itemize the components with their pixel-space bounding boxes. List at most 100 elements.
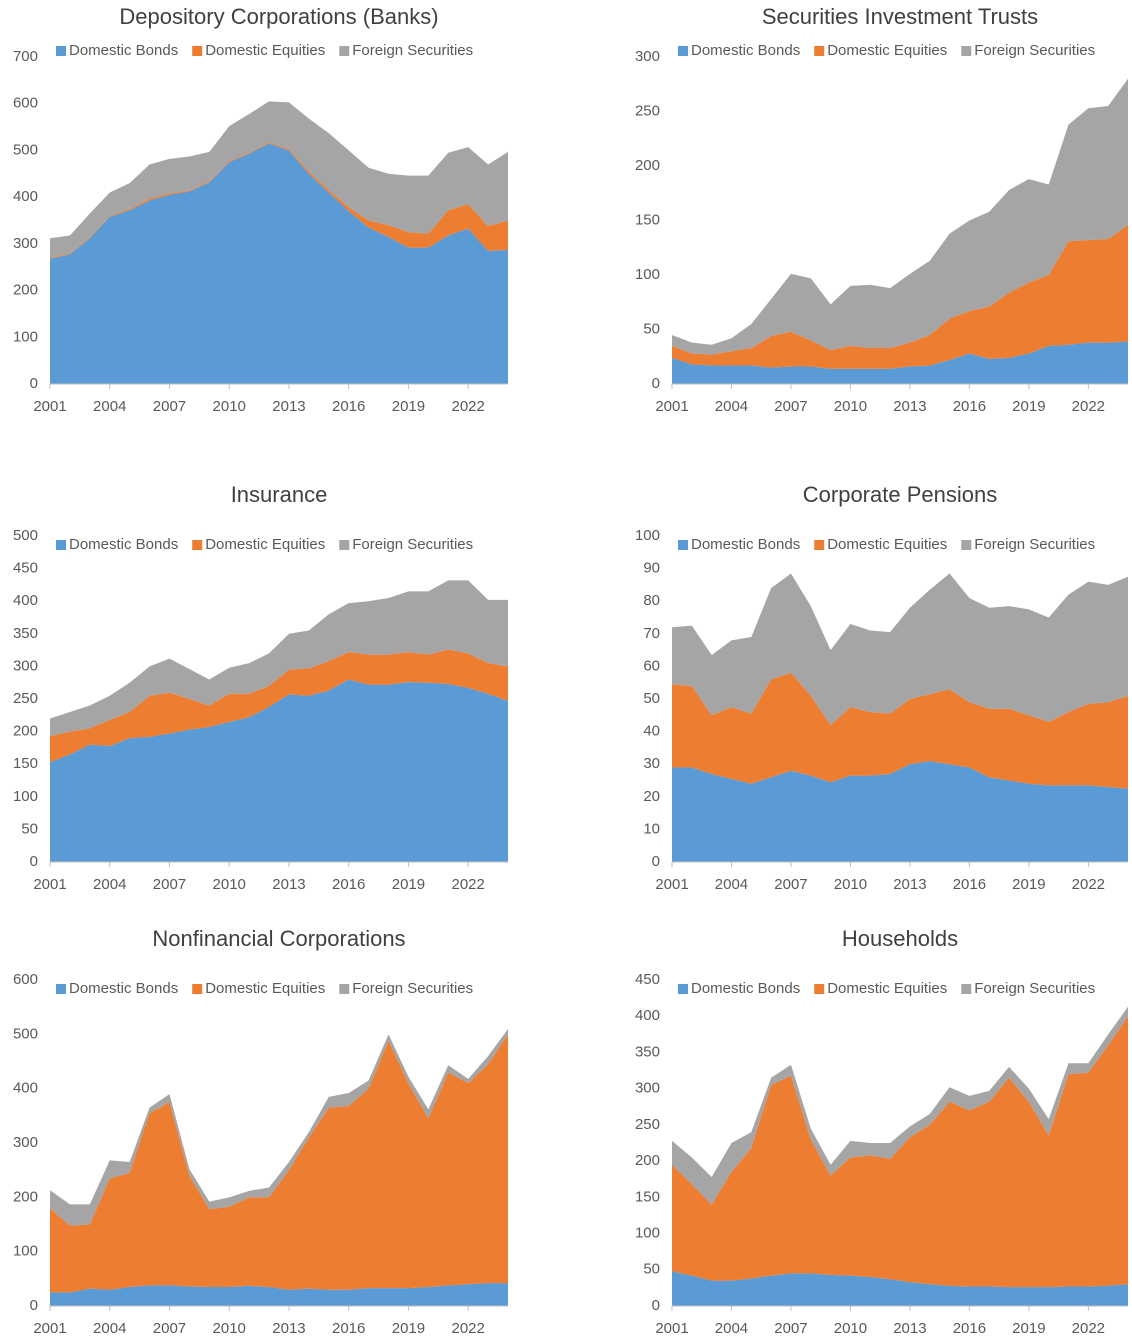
area xyxy=(50,101,508,258)
y-tick-label: 100 xyxy=(13,328,38,345)
area xyxy=(50,649,508,763)
legend-swatch xyxy=(678,46,688,56)
y-tick-label: 50 xyxy=(21,820,38,837)
y-tick-label: 0 xyxy=(30,1297,38,1314)
area xyxy=(50,679,508,862)
x-tick-label: 2001 xyxy=(655,876,688,893)
x-tick-label: 2019 xyxy=(1012,876,1045,893)
legend-swatch xyxy=(814,984,825,994)
legend-label: Foreign Securities xyxy=(352,536,473,553)
x-tick-label: 2004 xyxy=(93,876,126,893)
x-tick-label: 2019 xyxy=(392,1320,425,1337)
x-tick-label: 2001 xyxy=(655,1320,688,1337)
y-tick-label: 90 xyxy=(643,560,660,577)
y-tick-label: 100 xyxy=(635,266,660,283)
legend-label: Foreign Securities xyxy=(974,536,1095,553)
y-tick-label: 200 xyxy=(13,282,38,299)
y-tick-label: 150 xyxy=(635,211,660,228)
x-tick-label: 2022 xyxy=(1072,398,1105,415)
x-tick-label: 2019 xyxy=(392,398,425,415)
legend-label: Foreign Securities xyxy=(352,42,473,59)
area xyxy=(50,142,508,259)
legend-swatch xyxy=(814,46,825,56)
y-tick-label: 300 xyxy=(13,1134,38,1151)
y-tick-label: 250 xyxy=(635,102,660,119)
x-tick-label: 2022 xyxy=(1072,1320,1105,1337)
chart-panel: Households 0 50 100 150 200 250 300 350 400 450 200… xyxy=(635,926,1128,1337)
area xyxy=(672,573,1128,726)
y-tick-label: 100 xyxy=(635,1225,660,1242)
y-tick-label: 300 xyxy=(13,235,38,252)
legend-label: Domestic Bonds xyxy=(691,980,800,997)
x-tick-label: 2001 xyxy=(33,398,66,415)
y-tick-label: 50 xyxy=(643,690,660,707)
legend-swatch xyxy=(192,540,203,550)
area xyxy=(672,672,1128,789)
legend-label: Domestic Equities xyxy=(205,42,325,59)
y-tick-label: 70 xyxy=(643,625,660,642)
legend-swatch xyxy=(56,984,66,994)
y-tick-label: 100 xyxy=(13,788,38,805)
area xyxy=(50,580,508,737)
y-tick-label: 600 xyxy=(13,971,38,988)
x-tick-label: 2007 xyxy=(774,398,807,415)
legend-label: Domestic Bonds xyxy=(691,42,800,59)
area xyxy=(672,1271,1128,1306)
legend-label: Foreign Securities xyxy=(974,980,1095,997)
y-tick-label: 0 xyxy=(652,1297,660,1314)
x-tick-label: 2004 xyxy=(715,398,748,415)
y-tick-label: 250 xyxy=(13,690,38,707)
y-tick-label: 100 xyxy=(13,1243,38,1260)
y-tick-label: 20 xyxy=(643,788,660,805)
chart-title: Insurance xyxy=(231,482,328,507)
x-tick-label: 2001 xyxy=(655,398,688,415)
area xyxy=(50,1283,508,1306)
y-tick-label: 200 xyxy=(13,1188,38,1205)
x-tick-label: 2013 xyxy=(893,876,926,893)
x-tick-label: 2010 xyxy=(834,1320,867,1337)
x-tick-label: 2007 xyxy=(153,398,186,415)
y-tick-label: 80 xyxy=(643,592,660,609)
y-tick-label: 350 xyxy=(13,625,38,642)
area xyxy=(672,341,1128,384)
x-tick-label: 2007 xyxy=(774,876,807,893)
legend-swatch xyxy=(192,984,203,994)
x-tick-label: 2007 xyxy=(153,1320,186,1337)
x-tick-label: 2022 xyxy=(451,398,484,415)
legend-swatch xyxy=(961,46,972,56)
y-tick-label: 200 xyxy=(635,157,660,174)
y-tick-label: 400 xyxy=(13,592,38,609)
chart-panel: Nonfinancial Corporations 0 100 200 300 400 50… xyxy=(13,926,508,1337)
chart-panel: Securities Investment Trusts 0 50 100 150 200… xyxy=(635,4,1128,415)
x-tick-label: 2010 xyxy=(213,398,246,415)
legend-swatch xyxy=(678,540,688,550)
x-tick-label: 2022 xyxy=(451,1320,484,1337)
x-tick-label: 2001 xyxy=(33,876,66,893)
y-tick-label: 250 xyxy=(635,1116,660,1133)
area xyxy=(50,1034,508,1293)
y-tick-label: 0 xyxy=(652,853,660,870)
chart-panel: Corporate Pensions 0 10 20 30 40 50 60 70 80 90 100… xyxy=(635,482,1128,893)
y-tick-label: 0 xyxy=(30,375,38,392)
legend-label: Domestic Bonds xyxy=(691,536,800,553)
y-tick-label: 30 xyxy=(643,755,660,772)
y-tick-label: 700 xyxy=(13,48,38,65)
y-tick-label: 300 xyxy=(13,657,38,674)
x-tick-label: 2010 xyxy=(213,1320,246,1337)
x-tick-label: 2019 xyxy=(392,876,425,893)
x-tick-label: 2016 xyxy=(953,1320,986,1337)
legend-label: Domestic Bonds xyxy=(69,536,178,553)
legend-label: Domestic Equities xyxy=(827,536,947,553)
chart-title: Depository Corporations (Banks) xyxy=(119,4,438,29)
chart-title: Households xyxy=(842,926,958,951)
chart-title: Securities Investment Trusts xyxy=(762,4,1038,29)
y-tick-label: 350 xyxy=(635,1043,660,1060)
area xyxy=(50,143,508,384)
y-tick-label: 40 xyxy=(643,723,660,740)
x-tick-label: 2010 xyxy=(834,398,867,415)
area xyxy=(672,224,1128,369)
x-tick-label: 2001 xyxy=(33,1320,66,1337)
x-tick-label: 2004 xyxy=(715,876,748,893)
chart-panel: Depository Corporations (Banks) 0 100 200 30… xyxy=(13,4,508,415)
